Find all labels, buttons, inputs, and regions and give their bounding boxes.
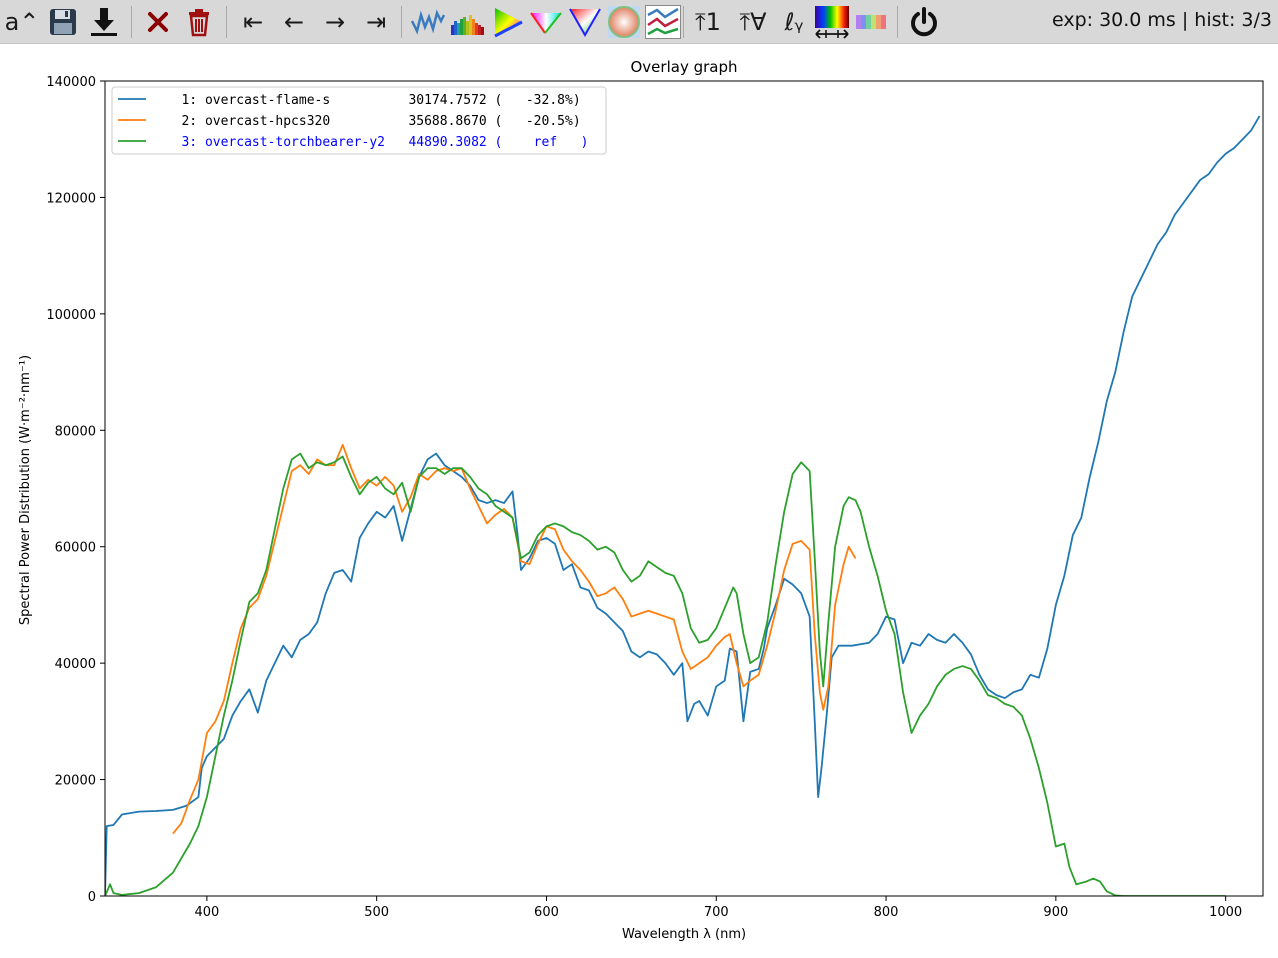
histogram-icon <box>451 15 484 35</box>
plot-frame <box>104 80 1264 897</box>
chromaticity-uv-icon <box>530 12 562 34</box>
toolbar-separator <box>897 6 898 38</box>
chart-area: Overlay graph 400 500 600 700 800 900 1000 0 200… <box>0 44 1278 958</box>
toolbar-separator <box>131 6 132 38</box>
arrow-right-icon: → <box>324 8 346 36</box>
spectrum-view-button[interactable] <box>410 3 446 41</box>
toolbar: a⌃ ⇤ ← → ⇥ ⤒1 ⤒∀ ℓᵧ <box>0 0 1278 44</box>
overlay-graph-icon <box>645 5 681 39</box>
trash-icon <box>189 9 209 37</box>
annotate-button[interactable]: a⌃ <box>4 3 40 41</box>
delete-button[interactable] <box>181 3 217 41</box>
wavelength-range-button[interactable] <box>814 3 850 41</box>
cie1931-view-button[interactable] <box>490 3 526 41</box>
overlay-graph-button[interactable] <box>645 3 681 41</box>
toolbar-separator <box>401 6 402 38</box>
spectrum-bar-icon <box>856 15 886 29</box>
toolbar-separator <box>683 6 684 38</box>
save-button[interactable] <box>45 3 81 41</box>
chromaticity-xy-icon <box>569 8 601 37</box>
power-button[interactable] <box>906 3 942 41</box>
x-tick-label: 900 <box>1043 905 1068 920</box>
floppy-disk-icon <box>50 9 76 35</box>
cie-ciexy-view-button[interactable] <box>567 3 603 41</box>
annotate-icon: a⌃ <box>4 8 40 36</box>
axes-layer: 400 500 600 700 800 900 1000 0 20000 40000 60000 80… <box>46 75 1264 920</box>
next-button[interactable]: → <box>317 3 353 41</box>
download-arrow-icon <box>91 8 117 36</box>
clear-button[interactable] <box>140 3 176 41</box>
y-tick-label: 120000 <box>46 191 96 206</box>
toolbar-separator <box>226 6 227 38</box>
series-line-1 <box>105 115 1261 896</box>
y-tick-label: 100000 <box>46 308 96 323</box>
y-tick-label: 80000 <box>55 424 96 439</box>
status-readout: exp: 30.0 ms | hist: 3/3 <box>1051 9 1272 31</box>
cie1976-view-button[interactable] <box>528 3 564 41</box>
chromaticity-triangle-icon <box>494 8 523 38</box>
legend-box <box>111 86 607 155</box>
legend-entry-3: 3: overcast-torchbearer-y2 44890.3082 ( … <box>158 135 588 150</box>
x-tick-label: 500 <box>364 905 389 920</box>
skip-first-icon: ⇤ <box>242 8 264 36</box>
series-line-2 <box>172 443 857 835</box>
normalize-all-button[interactable]: ⤒∀ <box>735 3 771 41</box>
color-circle-view-button[interactable] <box>606 3 642 41</box>
power-icon <box>911 7 937 37</box>
close-x-icon <box>148 12 168 32</box>
series-layer <box>105 115 1261 896</box>
legend-entry-2: 2: overcast-hpcs320 35688.8670 ( -20.5%) <box>158 114 581 129</box>
y-tick-label: 20000 <box>55 774 96 789</box>
x-axis-label: Wavelength λ (nm) <box>622 927 746 942</box>
chart-title: Overlay graph <box>631 58 738 76</box>
last-button[interactable]: ⇥ <box>358 3 394 41</box>
first-button[interactable]: ⇤ <box>235 3 271 41</box>
y-axis-label: Spectral Power Distribution (W·m⁻²·nm⁻¹) <box>18 355 33 625</box>
gamma-icon: ℓᵧ <box>784 8 804 36</box>
y-tick-label: 0 <box>88 890 96 905</box>
overlay-graph-chart: Overlay graph 400 500 600 700 800 900 1000 0 200… <box>18 58 1264 942</box>
x-tick-label: 600 <box>534 905 559 920</box>
histogram-view-button[interactable] <box>450 3 486 41</box>
skip-last-icon: ⇥ <box>365 8 387 36</box>
legend: 1: overcast-flame-s 30174.7572 ( -32.8%)… <box>111 86 607 155</box>
series-line-3 <box>105 452 1226 896</box>
y-tick-label: 140000 <box>46 75 96 90</box>
legend-entry-1: 1: overcast-flame-s 30174.7572 ( -32.8%) <box>158 93 581 108</box>
gamma-button[interactable]: ℓᵧ <box>776 3 812 41</box>
spectrum-bar-button[interactable] <box>853 3 889 41</box>
x-tick-label: 800 <box>874 905 899 920</box>
spectrum-line-icon <box>411 9 445 35</box>
normalize-one-icon: ⤒1 <box>695 8 721 36</box>
download-button[interactable] <box>86 3 122 41</box>
normalize-one-button[interactable]: ⤒1 <box>690 3 726 41</box>
normalize-all-icon: ⤒∀ <box>739 8 767 36</box>
y-tick-label: 60000 <box>55 541 96 556</box>
previous-button[interactable]: ← <box>276 3 312 41</box>
spectrum-range-icon <box>815 6 849 39</box>
x-tick-label: 1000 <box>1209 905 1242 920</box>
y-tick-label: 40000 <box>55 657 96 672</box>
color-circle-icon <box>608 6 640 38</box>
x-tick-label: 700 <box>704 905 729 920</box>
x-tick-label: 400 <box>194 905 219 920</box>
arrow-left-icon: ← <box>283 8 305 36</box>
